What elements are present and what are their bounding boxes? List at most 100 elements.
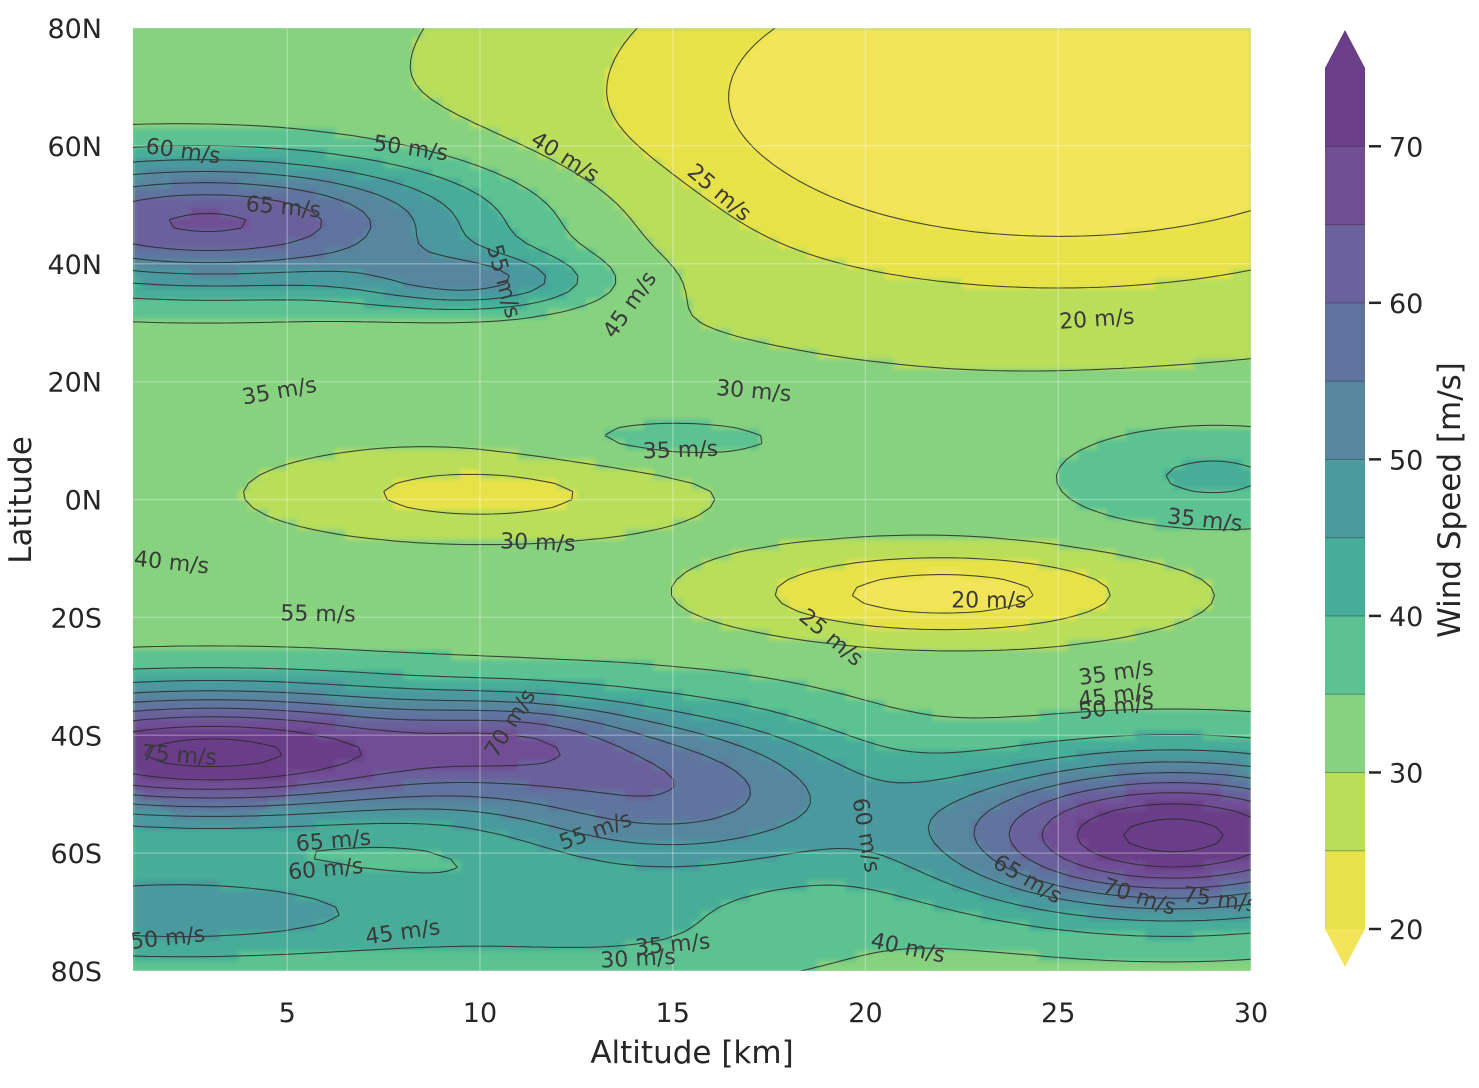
contour-cell [402, 168, 414, 180]
contour-cell [306, 609, 318, 621]
contour-cell [402, 389, 414, 401]
contour-cell [595, 48, 607, 59]
contour-cell [142, 800, 154, 812]
contour-cell [595, 218, 607, 230]
contour-cell [354, 188, 366, 200]
contour-cell [402, 158, 414, 170]
contour-cell [412, 218, 424, 230]
contour-cell [576, 469, 587, 481]
contour-cell [383, 198, 395, 210]
contour-cell [152, 569, 163, 581]
contour-cell [479, 649, 491, 661]
contour-cell [537, 429, 549, 441]
contour-cell [605, 740, 616, 752]
contour-cell [258, 760, 269, 772]
contour-cell [431, 609, 443, 621]
contour-cell [422, 58, 433, 70]
contour-cell [566, 208, 578, 220]
contour-cell [499, 660, 510, 671]
contour-cell [402, 529, 414, 541]
contour-cell [364, 900, 375, 912]
contour-cell [345, 148, 356, 160]
contour-cell [518, 489, 530, 501]
contour-cell [219, 710, 231, 722]
contour-cell [470, 710, 481, 722]
contour-cell [422, 389, 433, 401]
contour-cell [354, 459, 366, 471]
contour-cell [181, 790, 192, 802]
contour-cell [585, 870, 597, 882]
contour-cell [585, 198, 597, 210]
contour-cell [383, 800, 395, 812]
contour-cell [489, 238, 501, 250]
contour-cell [364, 539, 375, 551]
contour-cell [508, 298, 520, 310]
contour-cell [518, 208, 530, 220]
contour-cell [267, 900, 279, 912]
contour-cell [537, 760, 549, 772]
contour-cell [451, 710, 462, 722]
contour-cell [267, 148, 279, 160]
contour-cell [171, 88, 183, 100]
contour-cell [277, 359, 289, 370]
contour-cell [306, 660, 318, 671]
contour-cell [354, 228, 366, 240]
contour-cell [325, 940, 337, 952]
contour-cell [267, 960, 279, 971]
contour-cell [383, 178, 395, 190]
contour-cell [200, 680, 212, 691]
contour-cell [171, 389, 183, 401]
contour-cell [248, 900, 260, 912]
contour-cell [152, 318, 163, 330]
contour-cell [614, 228, 626, 240]
contour-cell [557, 58, 568, 70]
contour-cell [171, 168, 183, 180]
contour-cell [528, 68, 539, 80]
contour-cell [634, 449, 645, 461]
contour-cell [181, 589, 192, 601]
contour-cell [248, 449, 260, 461]
contour-cell [345, 810, 356, 822]
contour-cell [451, 429, 462, 441]
contour-cell [142, 690, 154, 702]
contour-cell [566, 58, 578, 70]
contour-cell [258, 188, 269, 200]
contour-cell [595, 940, 607, 952]
contour-cell [431, 690, 443, 702]
contour-cell [402, 910, 414, 922]
contour-cell [171, 660, 183, 671]
contour-cell [383, 559, 395, 571]
contour-cell [547, 118, 558, 130]
contour-cell [576, 750, 587, 762]
contour-cell [479, 639, 491, 651]
contour-cell [508, 930, 520, 942]
contour-cell [537, 830, 549, 842]
contour-cell [460, 228, 472, 240]
contour-cell [518, 690, 530, 702]
contour-cell [605, 579, 616, 591]
contour-cell [624, 890, 636, 902]
contour-cell [393, 690, 404, 702]
contour-cell [335, 549, 346, 561]
contour-cell [316, 710, 327, 722]
contour-cell [479, 670, 491, 681]
contour-cell [585, 690, 597, 702]
contour-cell [489, 218, 501, 230]
contour-cell [248, 38, 260, 49]
contour-cell [306, 98, 318, 110]
contour-cell [412, 198, 424, 210]
contour-cell [393, 148, 404, 160]
contour-cell [412, 579, 424, 591]
contour-cell [239, 138, 250, 150]
contour-cell [537, 379, 549, 391]
contour-cell [316, 389, 327, 401]
contour-cell [296, 710, 308, 722]
contour-cell [547, 449, 558, 461]
contour-cell [345, 740, 356, 752]
contour-cell [499, 529, 510, 541]
contour-cell [181, 449, 192, 461]
contour-cell [499, 128, 510, 140]
contour-cell [566, 28, 578, 39]
contour-cell [595, 519, 607, 531]
contour-cell [354, 48, 366, 59]
